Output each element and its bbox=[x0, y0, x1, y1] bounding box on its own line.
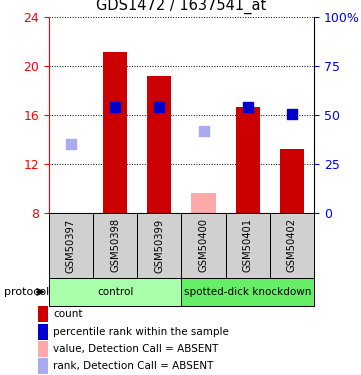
Bar bbox=[270, 213, 314, 278]
Text: GSM50397: GSM50397 bbox=[66, 218, 76, 273]
Point bbox=[289, 111, 295, 117]
Point bbox=[68, 141, 74, 147]
Point bbox=[112, 104, 118, 110]
Bar bbox=[181, 213, 226, 278]
Bar bbox=[236, 107, 260, 213]
Bar bbox=[49, 213, 93, 278]
Bar bbox=[38, 324, 48, 340]
Text: protocol: protocol bbox=[4, 287, 49, 297]
Bar bbox=[280, 149, 304, 213]
Text: GSM50401: GSM50401 bbox=[243, 218, 253, 273]
Text: GSM50402: GSM50402 bbox=[287, 218, 297, 273]
Text: rank, Detection Call = ABSENT: rank, Detection Call = ABSENT bbox=[53, 362, 214, 371]
Title: GDS1472 / 1637541_at: GDS1472 / 1637541_at bbox=[96, 0, 266, 14]
Bar bbox=[103, 53, 127, 213]
Bar bbox=[38, 358, 48, 374]
Bar bbox=[93, 213, 137, 278]
Bar bbox=[38, 341, 48, 357]
Bar bbox=[147, 76, 171, 213]
Text: GSM50399: GSM50399 bbox=[154, 218, 164, 273]
Text: control: control bbox=[97, 287, 133, 297]
Text: GSM50398: GSM50398 bbox=[110, 218, 120, 273]
Bar bbox=[38, 306, 48, 322]
Point bbox=[156, 104, 162, 110]
Bar bbox=[191, 193, 216, 213]
Bar bbox=[49, 278, 181, 306]
Point bbox=[201, 128, 206, 134]
Text: GSM50400: GSM50400 bbox=[199, 218, 209, 272]
Bar bbox=[226, 213, 270, 278]
Text: count: count bbox=[53, 309, 83, 319]
Text: spotted-dick knockdown: spotted-dick knockdown bbox=[184, 287, 312, 297]
Bar bbox=[181, 278, 314, 306]
Text: percentile rank within the sample: percentile rank within the sample bbox=[53, 327, 229, 337]
Point bbox=[245, 104, 251, 110]
Bar bbox=[137, 213, 182, 278]
Text: value, Detection Call = ABSENT: value, Detection Call = ABSENT bbox=[53, 344, 219, 354]
